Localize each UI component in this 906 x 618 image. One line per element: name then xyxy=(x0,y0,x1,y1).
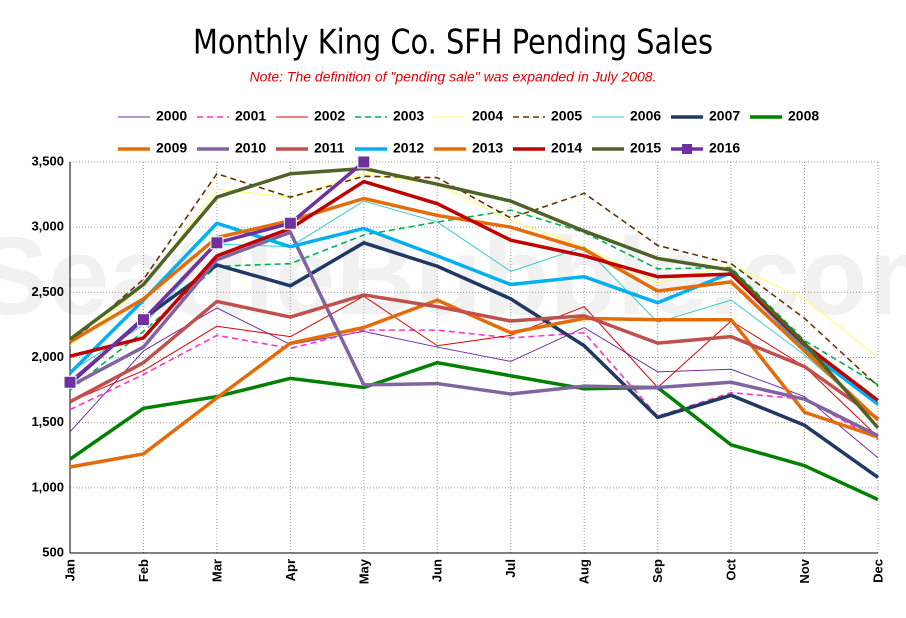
series-line xyxy=(69,360,879,502)
data-point xyxy=(357,155,371,169)
legend-label: 2006 xyxy=(630,108,661,124)
legend-label: 2001 xyxy=(235,108,266,124)
legend-label: 2004 xyxy=(472,108,503,124)
series-line xyxy=(69,172,879,387)
legend-label: 2005 xyxy=(551,108,582,124)
x-tick-label: Jul xyxy=(503,559,518,578)
x-tick-label: Sep xyxy=(650,559,665,583)
legend-label: 2000 xyxy=(156,108,187,124)
x-tick-label: Aug xyxy=(577,559,592,584)
series-line xyxy=(68,166,880,430)
legend-label: 2012 xyxy=(393,140,424,156)
legend-label: 2002 xyxy=(314,108,345,124)
x-tick-label: Jan xyxy=(62,559,77,581)
x-tick-label: May xyxy=(356,558,371,584)
y-tick-label: 3,000 xyxy=(31,219,64,234)
x-tick-label: Feb xyxy=(136,559,151,582)
x-tick-label: Nov xyxy=(797,558,812,583)
series-line xyxy=(69,298,879,469)
x-tick-label: Apr xyxy=(283,559,298,581)
legend-label: 2008 xyxy=(788,108,819,124)
series-line xyxy=(69,329,879,441)
series-line xyxy=(69,293,880,421)
legend-label: 2007 xyxy=(709,108,740,124)
x-tick-label: Jun xyxy=(430,559,445,582)
series-line xyxy=(69,295,879,438)
series-line xyxy=(69,307,879,459)
legend-label: 2009 xyxy=(156,140,187,156)
y-tick-label: 1,500 xyxy=(31,414,64,429)
chart-subtitle: Note: The definition of "pending sale" w… xyxy=(250,69,657,85)
x-tick-label: Oct xyxy=(724,558,739,580)
y-tick-label: 1,000 xyxy=(31,479,64,494)
legend-label: 2013 xyxy=(472,140,503,156)
data-point xyxy=(63,375,77,389)
legend-label: 2011 xyxy=(314,140,345,156)
legend-label: 2015 xyxy=(630,140,661,156)
y-tick-label: 2,000 xyxy=(31,349,64,364)
chart-title: Monthly King Co. SFH Pending Sales xyxy=(193,23,713,63)
series-line xyxy=(69,230,879,438)
series-line xyxy=(69,179,880,402)
y-tick-label: 3,500 xyxy=(31,153,64,168)
legend-label: 2016 xyxy=(709,140,740,156)
legend-label: 2010 xyxy=(235,140,266,156)
x-tick-label: Mar xyxy=(209,559,224,582)
data-point xyxy=(283,216,297,230)
y-tick-label: 2,500 xyxy=(31,284,64,299)
data-point xyxy=(210,236,224,250)
legend-label: 2003 xyxy=(393,108,424,124)
legend-marker xyxy=(682,144,692,154)
x-tick-label: Dec xyxy=(870,559,885,583)
series-line xyxy=(69,173,879,358)
series-line xyxy=(69,209,879,391)
legend-label: 2014 xyxy=(551,140,582,156)
data-point xyxy=(136,313,150,327)
y-tick-label: 500 xyxy=(42,544,64,559)
